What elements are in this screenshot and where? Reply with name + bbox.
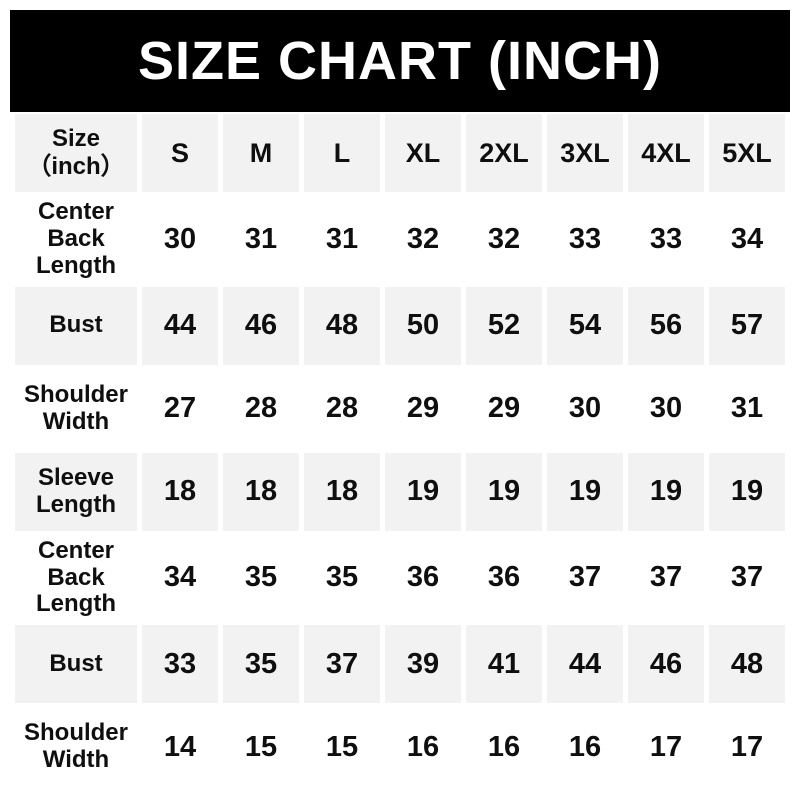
- value-cell: 19: [709, 452, 785, 531]
- value-cell: 29: [466, 369, 542, 448]
- col-header-xl: XL: [385, 114, 461, 192]
- value-cell: 37: [709, 535, 785, 621]
- value-cell: 28: [223, 369, 299, 448]
- value-cell: 17: [628, 708, 704, 787]
- value-cell: 28: [304, 369, 380, 448]
- value-cell: 29: [385, 369, 461, 448]
- col-header-s: S: [142, 114, 218, 192]
- value-cell: 46: [223, 286, 299, 365]
- value-cell: 48: [304, 286, 380, 365]
- value-cell: 18: [223, 452, 299, 531]
- value-cell: 35: [304, 535, 380, 621]
- table-row-shoulder-width-1: Shoulder Width 27 28 28 29 29 30 30 31: [15, 369, 785, 448]
- table-row-sleeve-length: Sleeve Length 18 18 18 19 19 19 19 19: [15, 452, 785, 531]
- row-label: Shoulder Width: [15, 369, 137, 448]
- value-cell: 33: [547, 197, 623, 282]
- col-header-2xl: 2XL: [466, 114, 542, 192]
- table-row-bust-2: Bust 33 35 37 39 41 44 46 48: [15, 625, 785, 704]
- value-cell: 36: [466, 535, 542, 621]
- value-cell: 46: [628, 625, 704, 704]
- value-cell: 36: [385, 535, 461, 621]
- table-row-shoulder-width-2: Shoulder Width 14 15 15 16 16 16 17 17: [15, 708, 785, 787]
- value-cell: 32: [385, 197, 461, 282]
- table-row-bust-1: Bust 44 46 48 50 52 54 56 57: [15, 286, 785, 365]
- col-header-4xl: 4XL: [628, 114, 704, 192]
- value-cell: 37: [304, 625, 380, 704]
- size-header-row: Size （inch） S M L XL 2XL 3XL 4XL 5XL: [15, 114, 785, 192]
- col-header-5xl: 5XL: [709, 114, 785, 192]
- page-title: SIZE CHART (INCH): [138, 31, 662, 91]
- value-cell: 19: [466, 452, 542, 531]
- size-table: Size （inch） S M L XL 2XL 3XL 4XL 5XL Cen…: [10, 109, 790, 791]
- row-label: Center Back Length: [15, 197, 137, 282]
- value-cell: 31: [709, 369, 785, 448]
- value-cell: 31: [223, 197, 299, 282]
- value-cell: 14: [142, 708, 218, 787]
- value-cell: 17: [709, 708, 785, 787]
- value-cell: 44: [142, 286, 218, 365]
- value-cell: 44: [547, 625, 623, 704]
- row-label: Shoulder Width: [15, 708, 137, 787]
- corner-cell: Size （inch）: [15, 114, 137, 192]
- value-cell: 33: [142, 625, 218, 704]
- value-cell: 19: [628, 452, 704, 531]
- value-cell: 30: [628, 369, 704, 448]
- col-header-3xl: 3XL: [547, 114, 623, 192]
- value-cell: 18: [142, 452, 218, 531]
- value-cell: 30: [142, 197, 218, 282]
- value-cell: 41: [466, 625, 542, 704]
- value-cell: 34: [142, 535, 218, 621]
- value-cell: 16: [466, 708, 542, 787]
- value-cell: 19: [385, 452, 461, 531]
- value-cell: 35: [223, 625, 299, 704]
- row-label: Bust: [15, 286, 137, 365]
- value-cell: 39: [385, 625, 461, 704]
- col-header-l: L: [304, 114, 380, 192]
- corner-label-line1: Size: [51, 125, 101, 153]
- value-cell: 37: [547, 535, 623, 621]
- value-cell: 54: [547, 286, 623, 365]
- row-label: Bust: [15, 625, 137, 704]
- corner-label-line2: （inch）: [27, 153, 125, 180]
- value-cell: 35: [223, 535, 299, 621]
- value-cell: 34: [709, 197, 785, 282]
- value-cell: 52: [466, 286, 542, 365]
- row-label: Center Back Length: [15, 535, 137, 621]
- value-cell: 57: [709, 286, 785, 365]
- table-row-center-back-length-1: Center Back Length 30 31 31 32 32 33 33 …: [15, 197, 785, 282]
- value-cell: 32: [466, 197, 542, 282]
- value-cell: 48: [709, 625, 785, 704]
- value-cell: 50: [385, 286, 461, 365]
- value-cell: 15: [223, 708, 299, 787]
- value-cell: 33: [628, 197, 704, 282]
- value-cell: 16: [547, 708, 623, 787]
- value-cell: 37: [628, 535, 704, 621]
- value-cell: 30: [547, 369, 623, 448]
- value-cell: 19: [547, 452, 623, 531]
- row-label: Sleeve Length: [15, 452, 137, 531]
- value-cell: 27: [142, 369, 218, 448]
- col-header-m: M: [223, 114, 299, 192]
- value-cell: 16: [385, 708, 461, 787]
- title-banner: SIZE CHART (INCH): [10, 10, 790, 112]
- value-cell: 15: [304, 708, 380, 787]
- value-cell: 31: [304, 197, 380, 282]
- table-row-center-back-length-2: Center Back Length 34 35 35 36 36 37 37 …: [15, 535, 785, 621]
- value-cell: 18: [304, 452, 380, 531]
- value-cell: 56: [628, 286, 704, 365]
